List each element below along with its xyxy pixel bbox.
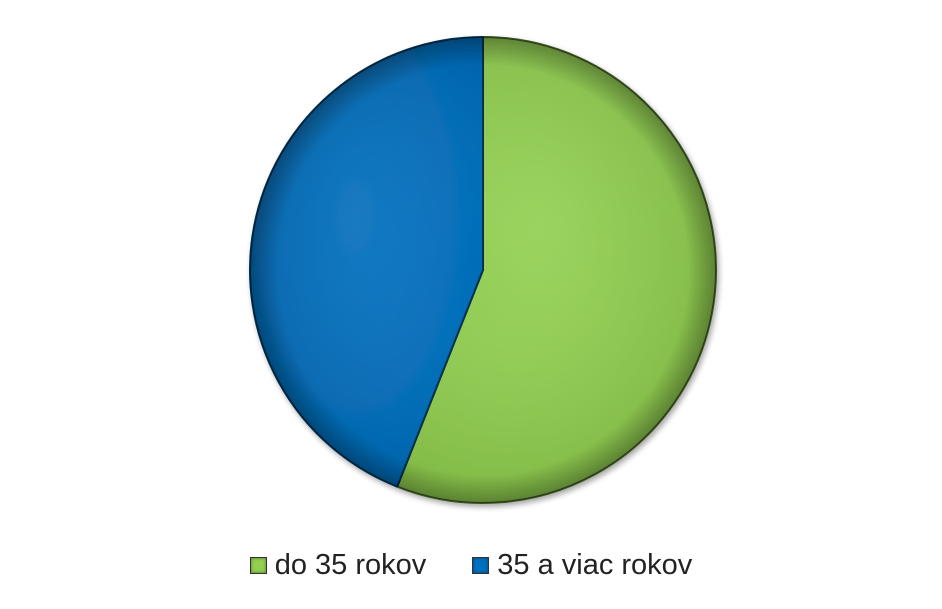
legend-swatch-blue — [472, 556, 490, 574]
legend-swatch-green — [249, 556, 267, 574]
pie-chart — [248, 36, 717, 504]
legend-item-35-a-viac-rokov: 35 a viac rokov — [472, 549, 692, 582]
legend-label: 35 a viac rokov — [497, 548, 693, 581]
legend: do 35 rokov 35 a viac rokov — [0, 540, 942, 590]
legend-label: do 35 rokov — [274, 548, 427, 581]
legend-item-do-35-rokov: do 35 rokov — [249, 548, 427, 582]
